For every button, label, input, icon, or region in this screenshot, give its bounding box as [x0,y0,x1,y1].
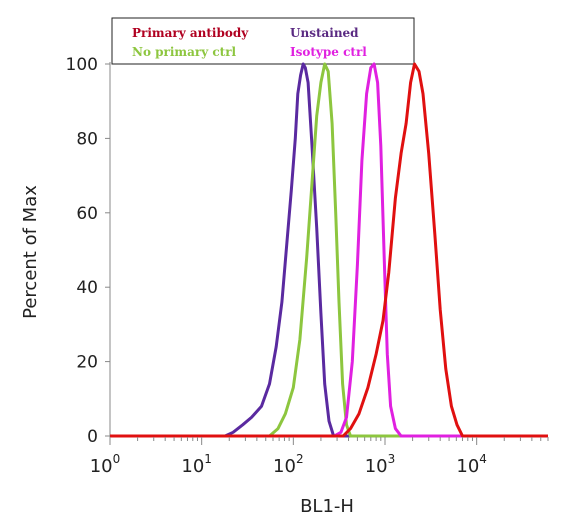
legend-item: No primary ctrl [132,45,237,59]
y-tick-label: 0 [87,427,98,447]
x-tick-exponent: 0 [113,452,121,466]
x-tick-label: 102 [273,452,304,477]
y-axis: 0 20 40 60 80 100 [66,55,110,447]
x-tick-base: 10 [456,456,479,477]
series-line-isotype-ctrl [110,62,548,438]
series-line-unstained [110,62,548,438]
x-tick-exponent: 3 [388,452,396,466]
legend-item: Primary antibody [132,26,249,40]
x-tick-exponent: 2 [296,452,304,466]
legend-item: Isotype ctrl [290,45,367,59]
x-tick-label: 100 [90,452,121,477]
x-tick-label: 101 [181,452,212,477]
series-line-no-primary-ctrl [110,62,548,438]
x-tick-base: 10 [90,456,113,477]
x-tick-base: 10 [273,456,296,477]
x-axis: 100 101 102 103 104 [90,437,549,477]
series-layer [110,62,548,438]
y-axis-title: Percent of Max [20,185,41,319]
x-tick-base: 10 [181,456,204,477]
x-tick-label: 104 [456,452,487,477]
y-tick-label: 60 [76,204,98,224]
plot-area [109,62,548,438]
x-axis-title: BL1-H [300,496,354,517]
legend: Primary antibody Unstained No primary ctrl… [111,17,415,65]
y-tick-label: 20 [76,353,98,373]
series-line-primary-antibody [110,62,548,438]
y-tick-label: 100 [66,55,98,75]
x-tick-base: 10 [365,456,388,477]
x-tick-label: 103 [365,452,396,477]
x-tick-exponent: 1 [204,452,212,466]
legend-box [111,17,415,65]
legend-item: Unstained [290,26,359,40]
y-tick-label: 40 [76,278,98,298]
y-tick-label: 80 [76,129,98,149]
x-tick-exponent: 4 [479,452,487,466]
